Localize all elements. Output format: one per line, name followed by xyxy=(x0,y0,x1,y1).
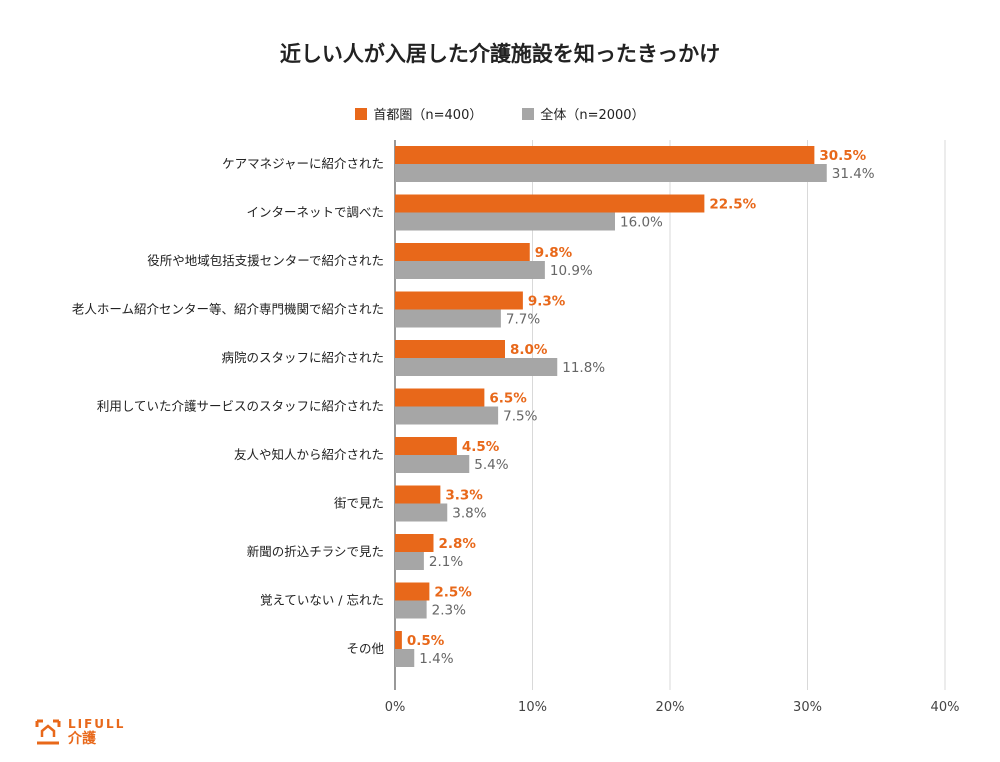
category-label: インターネットで調べた xyxy=(246,205,384,220)
category-label: 新聞の折込チラシで見た xyxy=(247,544,384,559)
bar xyxy=(395,358,558,376)
bar xyxy=(395,455,470,473)
bar xyxy=(395,261,545,279)
data-label: 22.5% xyxy=(709,197,756,213)
bar xyxy=(395,340,505,358)
x-tick-label: 10% xyxy=(518,700,547,715)
category-label: 利用していた介護サービスのスタッフに紹介された xyxy=(97,399,384,414)
bar xyxy=(395,406,499,425)
data-label: 7.5% xyxy=(503,409,537,425)
data-label: 10.9% xyxy=(550,263,593,279)
x-tick-label: 40% xyxy=(931,700,960,715)
legend-item-all: 全体（n=2000） xyxy=(522,104,645,123)
bar xyxy=(395,291,523,310)
chart-title: 近しい人が入居した介護施設を知ったきっかけ xyxy=(279,42,721,66)
category-label: 老人ホーム紹介センター等、紹介専門機関で紹介された xyxy=(72,302,384,317)
logo-brand: LIFULL xyxy=(68,717,126,731)
data-label: 2.8% xyxy=(439,536,477,552)
legend-swatch-all xyxy=(522,107,535,120)
category-label: 街で見た xyxy=(334,496,384,511)
category-label: 病院のスタッフに紹介された xyxy=(221,350,384,365)
data-label: 3.3% xyxy=(445,488,483,504)
category-label: その他 xyxy=(346,641,384,656)
category-label: 役所や地域包括支援センターで紹介された xyxy=(147,253,384,268)
bar xyxy=(395,600,427,619)
data-label: 31.4% xyxy=(832,166,875,182)
data-label: 9.8% xyxy=(535,245,573,261)
bar xyxy=(395,309,501,328)
legend-item-capital: 首都圏（n=400） xyxy=(355,104,482,123)
data-label: 2.3% xyxy=(432,603,466,619)
x-tick-label: 30% xyxy=(793,700,822,715)
bar xyxy=(395,534,434,552)
bar xyxy=(395,243,530,261)
legend: 首都圏（n=400） 全体（n=2000） xyxy=(0,104,1000,123)
x-tick-label: 20% xyxy=(656,700,685,715)
data-label: 2.1% xyxy=(429,554,463,570)
data-label: 16.0% xyxy=(620,215,663,231)
bar xyxy=(395,582,430,601)
data-label: 1.4% xyxy=(419,651,453,667)
category-label: 覚えていない / 忘れた xyxy=(260,593,384,608)
bar xyxy=(395,388,485,407)
bar xyxy=(395,649,415,667)
legend-label-capital: 首都圏（n=400） xyxy=(373,108,483,123)
bar xyxy=(395,552,424,570)
data-label: 0.5% xyxy=(407,633,445,649)
legend-label-all: 全体（n=2000） xyxy=(540,108,645,123)
data-label: 5.4% xyxy=(474,457,508,473)
bar xyxy=(395,194,705,213)
legend-swatch-capital xyxy=(355,107,368,120)
data-label: 2.5% xyxy=(434,585,472,601)
data-label: 6.5% xyxy=(489,391,527,407)
data-label: 8.0% xyxy=(510,342,548,358)
bar xyxy=(395,164,827,182)
category-label: 友人や知人から紹介された xyxy=(234,447,384,462)
data-label: 7.7% xyxy=(506,312,540,328)
lifull-logo: LIFULL 介護 xyxy=(34,718,125,746)
bar xyxy=(395,212,615,231)
bar xyxy=(395,146,815,164)
category-label: ケアマネジャーに紹介された xyxy=(222,156,384,171)
house-logo-icon xyxy=(35,719,61,745)
data-label: 4.5% xyxy=(462,439,500,455)
data-label: 30.5% xyxy=(819,148,866,164)
bar xyxy=(395,631,402,649)
x-tick-label: 0% xyxy=(385,700,406,715)
bar xyxy=(395,485,441,504)
data-label: 9.3% xyxy=(528,294,566,310)
bar xyxy=(395,503,448,522)
logo-sub: 介護 xyxy=(68,731,96,747)
bar xyxy=(395,437,457,455)
data-label: 3.8% xyxy=(452,506,486,522)
data-label: 11.8% xyxy=(562,360,605,376)
